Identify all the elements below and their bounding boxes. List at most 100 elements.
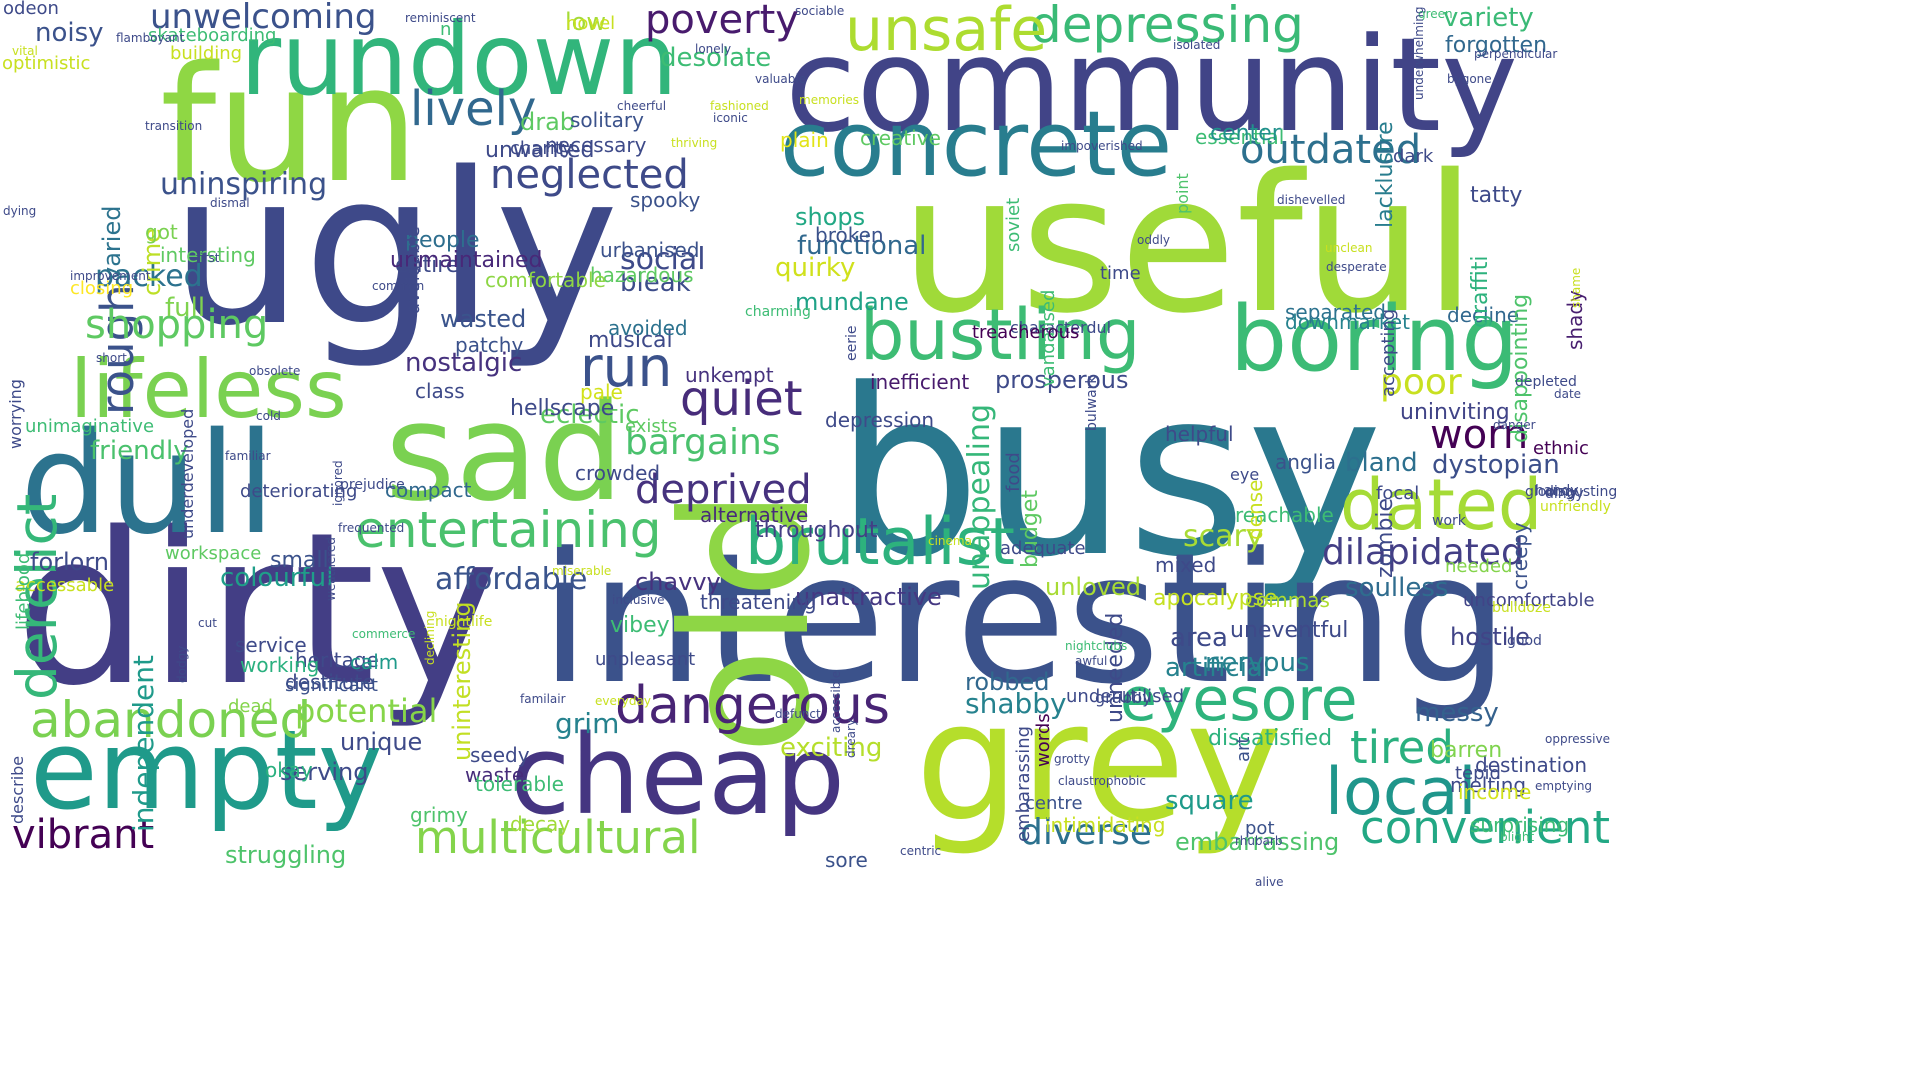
word: lacklustre (1373, 121, 1398, 228)
word: uneventful (1230, 618, 1349, 643)
word: surprising (1470, 813, 1570, 837)
word: cut (198, 616, 217, 630)
word: broken (815, 223, 884, 247)
word: sore (825, 848, 868, 872)
word: nightlife (435, 614, 493, 630)
word: isolated (1173, 38, 1221, 52)
word: essential (1195, 125, 1285, 149)
word: significant (285, 675, 378, 696)
word: throughout (755, 518, 878, 543)
word: dense (1243, 479, 1267, 540)
word: green (1418, 7, 1453, 21)
word: declining (423, 610, 437, 665)
word: entertaining (355, 501, 662, 559)
word: eclectic (540, 400, 640, 430)
word: depression (825, 408, 935, 432)
word: food (1003, 452, 1024, 492)
word: deprived (635, 467, 812, 513)
word: people (405, 228, 480, 253)
word: reminiscent (405, 11, 476, 25)
word: entire (395, 253, 460, 278)
word: hazardous (590, 263, 694, 287)
word: centric (900, 844, 942, 858)
word: unattractive (795, 583, 942, 611)
word: time (1100, 263, 1141, 284)
word: n (440, 19, 452, 40)
word: accepting (1378, 308, 1399, 397)
word: grey (915, 666, 1284, 858)
word: concrete (780, 92, 1173, 197)
word: eyesore (1120, 665, 1358, 735)
word: interesting (540, 515, 1509, 724)
word: fashioned (710, 99, 769, 113)
word: quiet (680, 371, 803, 427)
word: melting (1450, 773, 1527, 797)
word: cold (256, 409, 281, 423)
word: grim (555, 707, 620, 740)
word: charity (510, 138, 573, 159)
word: bland (1345, 448, 1418, 478)
word: rundown (240, 1, 678, 118)
word: packed (95, 259, 203, 294)
word: improvement (70, 269, 151, 283)
word: avoidable (403, 226, 424, 314)
word: comfortable (485, 268, 606, 292)
word: dodgy (175, 645, 189, 683)
word: lifeless (70, 343, 347, 436)
word: low (565, 8, 606, 36)
word: working (240, 653, 320, 677)
word: dying (3, 204, 37, 218)
word: nightclubs (1065, 639, 1128, 653)
word: awful (1075, 654, 1108, 668)
word: full (165, 293, 206, 323)
word: unloved (1045, 573, 1141, 601)
word: bulldoze (1492, 600, 1551, 616)
word: skateboarding (148, 25, 277, 46)
word: accessable (15, 575, 115, 596)
word: crowded (575, 461, 661, 485)
word: odeon (3, 0, 59, 19)
word: busy (835, 341, 1383, 608)
word: perpendicular (1474, 47, 1558, 61)
word: commerce (352, 627, 416, 641)
word: optimistic (2, 53, 91, 74)
word: grubby (1095, 688, 1152, 707)
word: fun (160, 31, 420, 218)
word: ignored (331, 460, 345, 506)
word: ethnic (1533, 438, 1589, 459)
word: grotty (1054, 752, 1091, 766)
word: independent (127, 655, 160, 832)
word: alive (1255, 875, 1284, 889)
word: bygone (1447, 72, 1492, 86)
word: calm (350, 650, 399, 674)
word: sociable (795, 4, 845, 18)
word: danger (1493, 418, 1536, 432)
word: weathered (324, 537, 338, 601)
word: defunct (775, 707, 821, 721)
word: drab (520, 108, 576, 136)
word: unkempt (685, 363, 774, 387)
word: tolerable (475, 772, 564, 796)
word: center (1210, 121, 1281, 146)
word: compact (385, 478, 472, 502)
word: common (372, 279, 425, 293)
word: unique (340, 728, 423, 756)
word: impoverished (1061, 139, 1143, 153)
word: blight (1500, 830, 1535, 844)
word: community (785, 9, 1519, 161)
word: art (1233, 736, 1254, 763)
word: embarassing (1013, 725, 1034, 842)
word: outdated (1240, 127, 1422, 173)
word: shopping (85, 302, 269, 348)
word: dissatisfied (1208, 726, 1333, 751)
word: uncomfortable (1463, 590, 1595, 611)
word: needed (1445, 556, 1513, 577)
word: eerie (844, 325, 860, 362)
word: class (415, 379, 465, 403)
word: decline (1447, 303, 1520, 327)
word: colourful (220, 563, 334, 593)
word: bulwark (1084, 375, 1100, 431)
word: vibey (610, 613, 670, 638)
word: short (96, 351, 127, 365)
word: helpful (1165, 422, 1234, 446)
